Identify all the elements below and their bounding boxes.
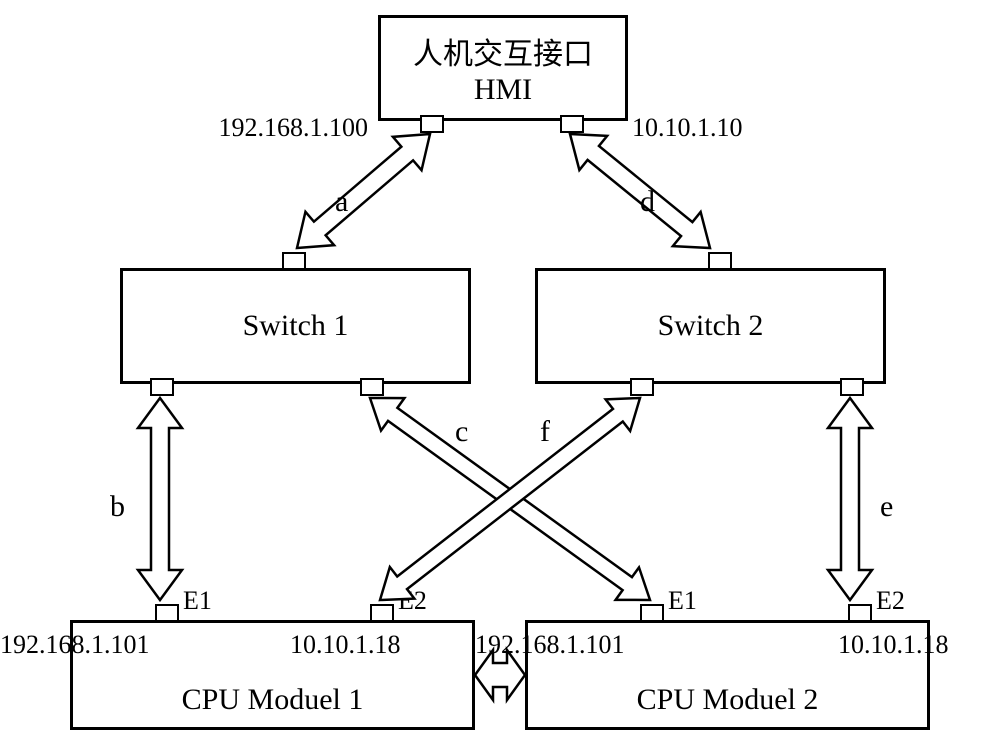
edge-e xyxy=(828,398,872,600)
edge-label-f: f xyxy=(540,415,550,449)
edge-cpu-link xyxy=(475,650,525,700)
edge-label-c: c xyxy=(455,415,468,449)
edge-b xyxy=(138,398,182,600)
edge-label-a: a xyxy=(335,185,348,219)
edge-label-e: e xyxy=(880,490,893,524)
edge-a xyxy=(297,134,430,248)
edge-label-d: d xyxy=(640,185,655,219)
arrows-layer xyxy=(0,0,1000,748)
edge-label-b: b xyxy=(110,490,125,524)
